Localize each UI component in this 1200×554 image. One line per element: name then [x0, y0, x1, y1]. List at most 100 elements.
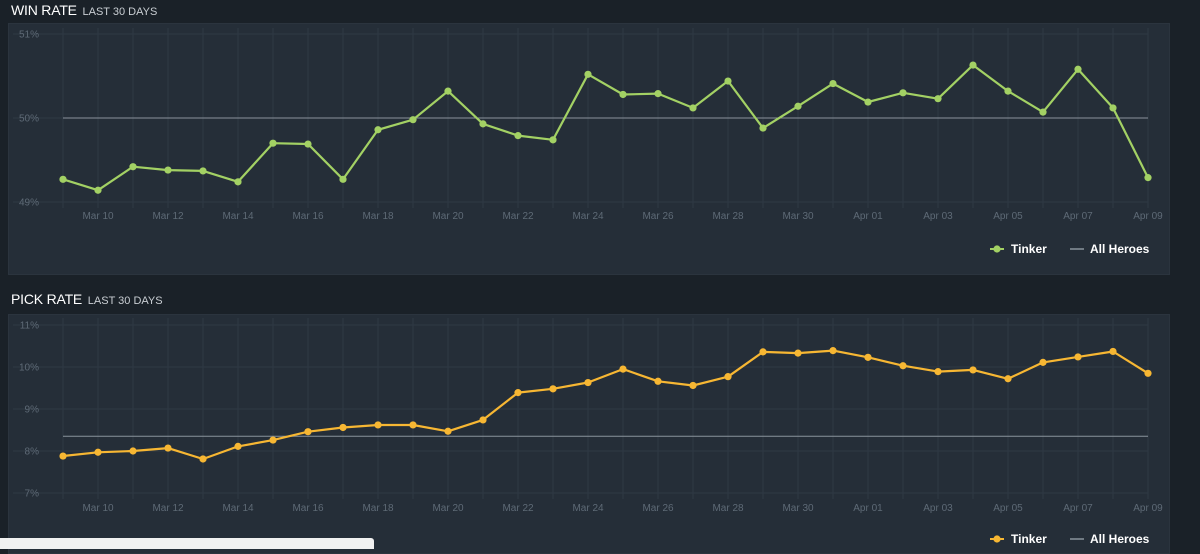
win-tinker-point — [689, 104, 697, 112]
win-legend: Tinker All Heroes — [990, 242, 1150, 256]
win-xtick-label: Mar 10 — [82, 211, 114, 222]
win-tinker-point — [829, 79, 837, 88]
win-tinker-point — [164, 166, 172, 174]
win-legend-tinker-label: Tinker — [1011, 242, 1047, 256]
pick-tinker-point — [1144, 369, 1152, 377]
pick-xtick-label: Apr 05 — [993, 503, 1023, 514]
pick-tinker-point — [269, 436, 277, 444]
win-tinker-point — [199, 167, 207, 175]
pick-xtick-label: Apr 09 — [1133, 503, 1163, 514]
pick-tinker-point — [129, 447, 137, 455]
pick-xtick-label: Mar 24 — [572, 503, 604, 514]
win-tinker-point — [269, 139, 277, 147]
win-xtick-label: Mar 30 — [782, 211, 814, 222]
pick-tinker-line — [62, 349, 1149, 461]
win-tinker-point — [934, 95, 942, 103]
win-xtick-label: Apr 01 — [853, 211, 883, 222]
win-ytick-label: 50% — [19, 114, 39, 125]
win-tinker-point — [549, 136, 557, 144]
win-tinker-point — [1144, 174, 1152, 182]
win-tinker-line — [62, 63, 1149, 192]
pick-tinker-point — [794, 349, 802, 357]
pick-tinker-point — [304, 428, 312, 436]
win-xtick-label: Apr 03 — [923, 211, 953, 222]
pick-xtick-label: Mar 14 — [222, 503, 254, 514]
pick-ytick-label: 7% — [25, 489, 40, 500]
pick-legend-tinker-label: Tinker — [1011, 532, 1047, 546]
pick-tinker-point — [969, 366, 977, 374]
pick-tinker-point — [409, 421, 417, 429]
pick-rate-subtitle: LAST 30 DAYS — [87, 295, 163, 307]
pick-xtick-label: Mar 12 — [152, 503, 184, 514]
win-tinker-point — [1039, 108, 1047, 116]
win-xtick-label: Mar 24 — [572, 211, 604, 222]
win-tinker-point — [1074, 65, 1082, 73]
pick-tinker-point — [199, 455, 207, 463]
win-xtick-label: Mar 16 — [292, 211, 324, 222]
pick-tinker-point — [584, 378, 592, 387]
pick-rate-title: PICK RATE LAST 30 DAYS — [11, 291, 163, 307]
win-tinker-point — [969, 61, 977, 69]
win-tinker-point — [444, 87, 452, 95]
win-rate-title-text: WIN RATE — [11, 2, 77, 18]
win-tinker-point — [864, 98, 872, 106]
pick-tinker-point — [1074, 353, 1082, 361]
pick-ytick-label: 10% — [19, 363, 39, 374]
win-legend-tinker-swatch-dot — [993, 245, 1001, 253]
win-xtick-label: Mar 20 — [432, 211, 464, 222]
win-xtick-label: Mar 12 — [152, 211, 184, 222]
win-tinker-point — [759, 124, 767, 132]
pick-tinker-point — [479, 416, 487, 424]
pick-tinker-point — [514, 389, 522, 397]
win-xtick-label: Mar 22 — [502, 211, 534, 222]
pick-tinker-point — [374, 421, 382, 429]
win-xtick-label: Mar 18 — [362, 211, 394, 222]
pick-tinker-point — [654, 377, 662, 385]
win-chart-group: 49% 50% 51% Mar 10 Mar 12 Mar 14 Mar 16 Mar 18 M… — [13, 28, 1163, 256]
pick-ytick-label: 9% — [25, 405, 40, 416]
pick-tinker-point — [689, 381, 697, 390]
win-tinker-point — [94, 186, 102, 194]
win-legend-all-heroes-label: All Heroes — [1090, 242, 1150, 256]
win-tinker-point — [479, 120, 487, 128]
pick-xtick-label: Mar 22 — [502, 503, 534, 514]
pick-xtick-label: Apr 07 — [1063, 503, 1093, 514]
pick-tinker-point — [444, 427, 452, 435]
pick-xtick-label: Mar 20 — [432, 503, 464, 514]
pick-xtick-label: Mar 26 — [642, 503, 674, 514]
win-tinker-point — [724, 77, 732, 85]
pick-rate-title-text: PICK RATE — [11, 291, 83, 307]
win-tinker-point — [514, 132, 522, 140]
pick-tinker-point — [864, 353, 872, 361]
pick-rate-chart-panel — [8, 314, 1170, 554]
win-ytick-label: 49% — [19, 198, 39, 209]
win-tinker-point — [409, 116, 417, 124]
pick-tinker-point — [549, 385, 557, 393]
pick-tinker-point — [724, 373, 732, 381]
horizontal-scrollbar[interactable] — [0, 538, 374, 549]
win-xtick-label: Apr 09 — [1133, 211, 1163, 222]
pick-tinker-point — [829, 347, 837, 355]
pick-tinker-point — [94, 448, 102, 456]
pick-tinker-point — [1004, 375, 1012, 383]
win-tinker-point — [1004, 87, 1012, 95]
win-tinker-point — [234, 178, 242, 186]
win-xtick-label: Apr 07 — [1063, 211, 1093, 222]
pick-legend-tinker-swatch-dot — [993, 535, 1001, 543]
win-xtick-label: Mar 26 — [642, 211, 674, 222]
pick-ytick-label: 11% — [20, 321, 39, 332]
pick-ytick-label: 8% — [25, 447, 40, 458]
pick-xtick-label: Mar 18 — [362, 503, 394, 514]
win-tinker-point — [619, 90, 627, 99]
pick-tinker-point — [759, 348, 767, 356]
pick-xtick-label: Mar 16 — [292, 503, 324, 514]
pick-legend-all-heroes-label: All Heroes — [1090, 532, 1150, 546]
pick-xtick-label: Apr 01 — [853, 503, 883, 514]
win-ytick-label: 51% — [19, 30, 39, 41]
win-tinker-point — [304, 140, 312, 148]
pick-tinker-point — [934, 368, 942, 376]
win-tinker-point — [59, 175, 67, 183]
pick-tinker-point — [234, 442, 242, 450]
win-rate-subtitle: LAST 30 DAYS — [82, 6, 158, 18]
